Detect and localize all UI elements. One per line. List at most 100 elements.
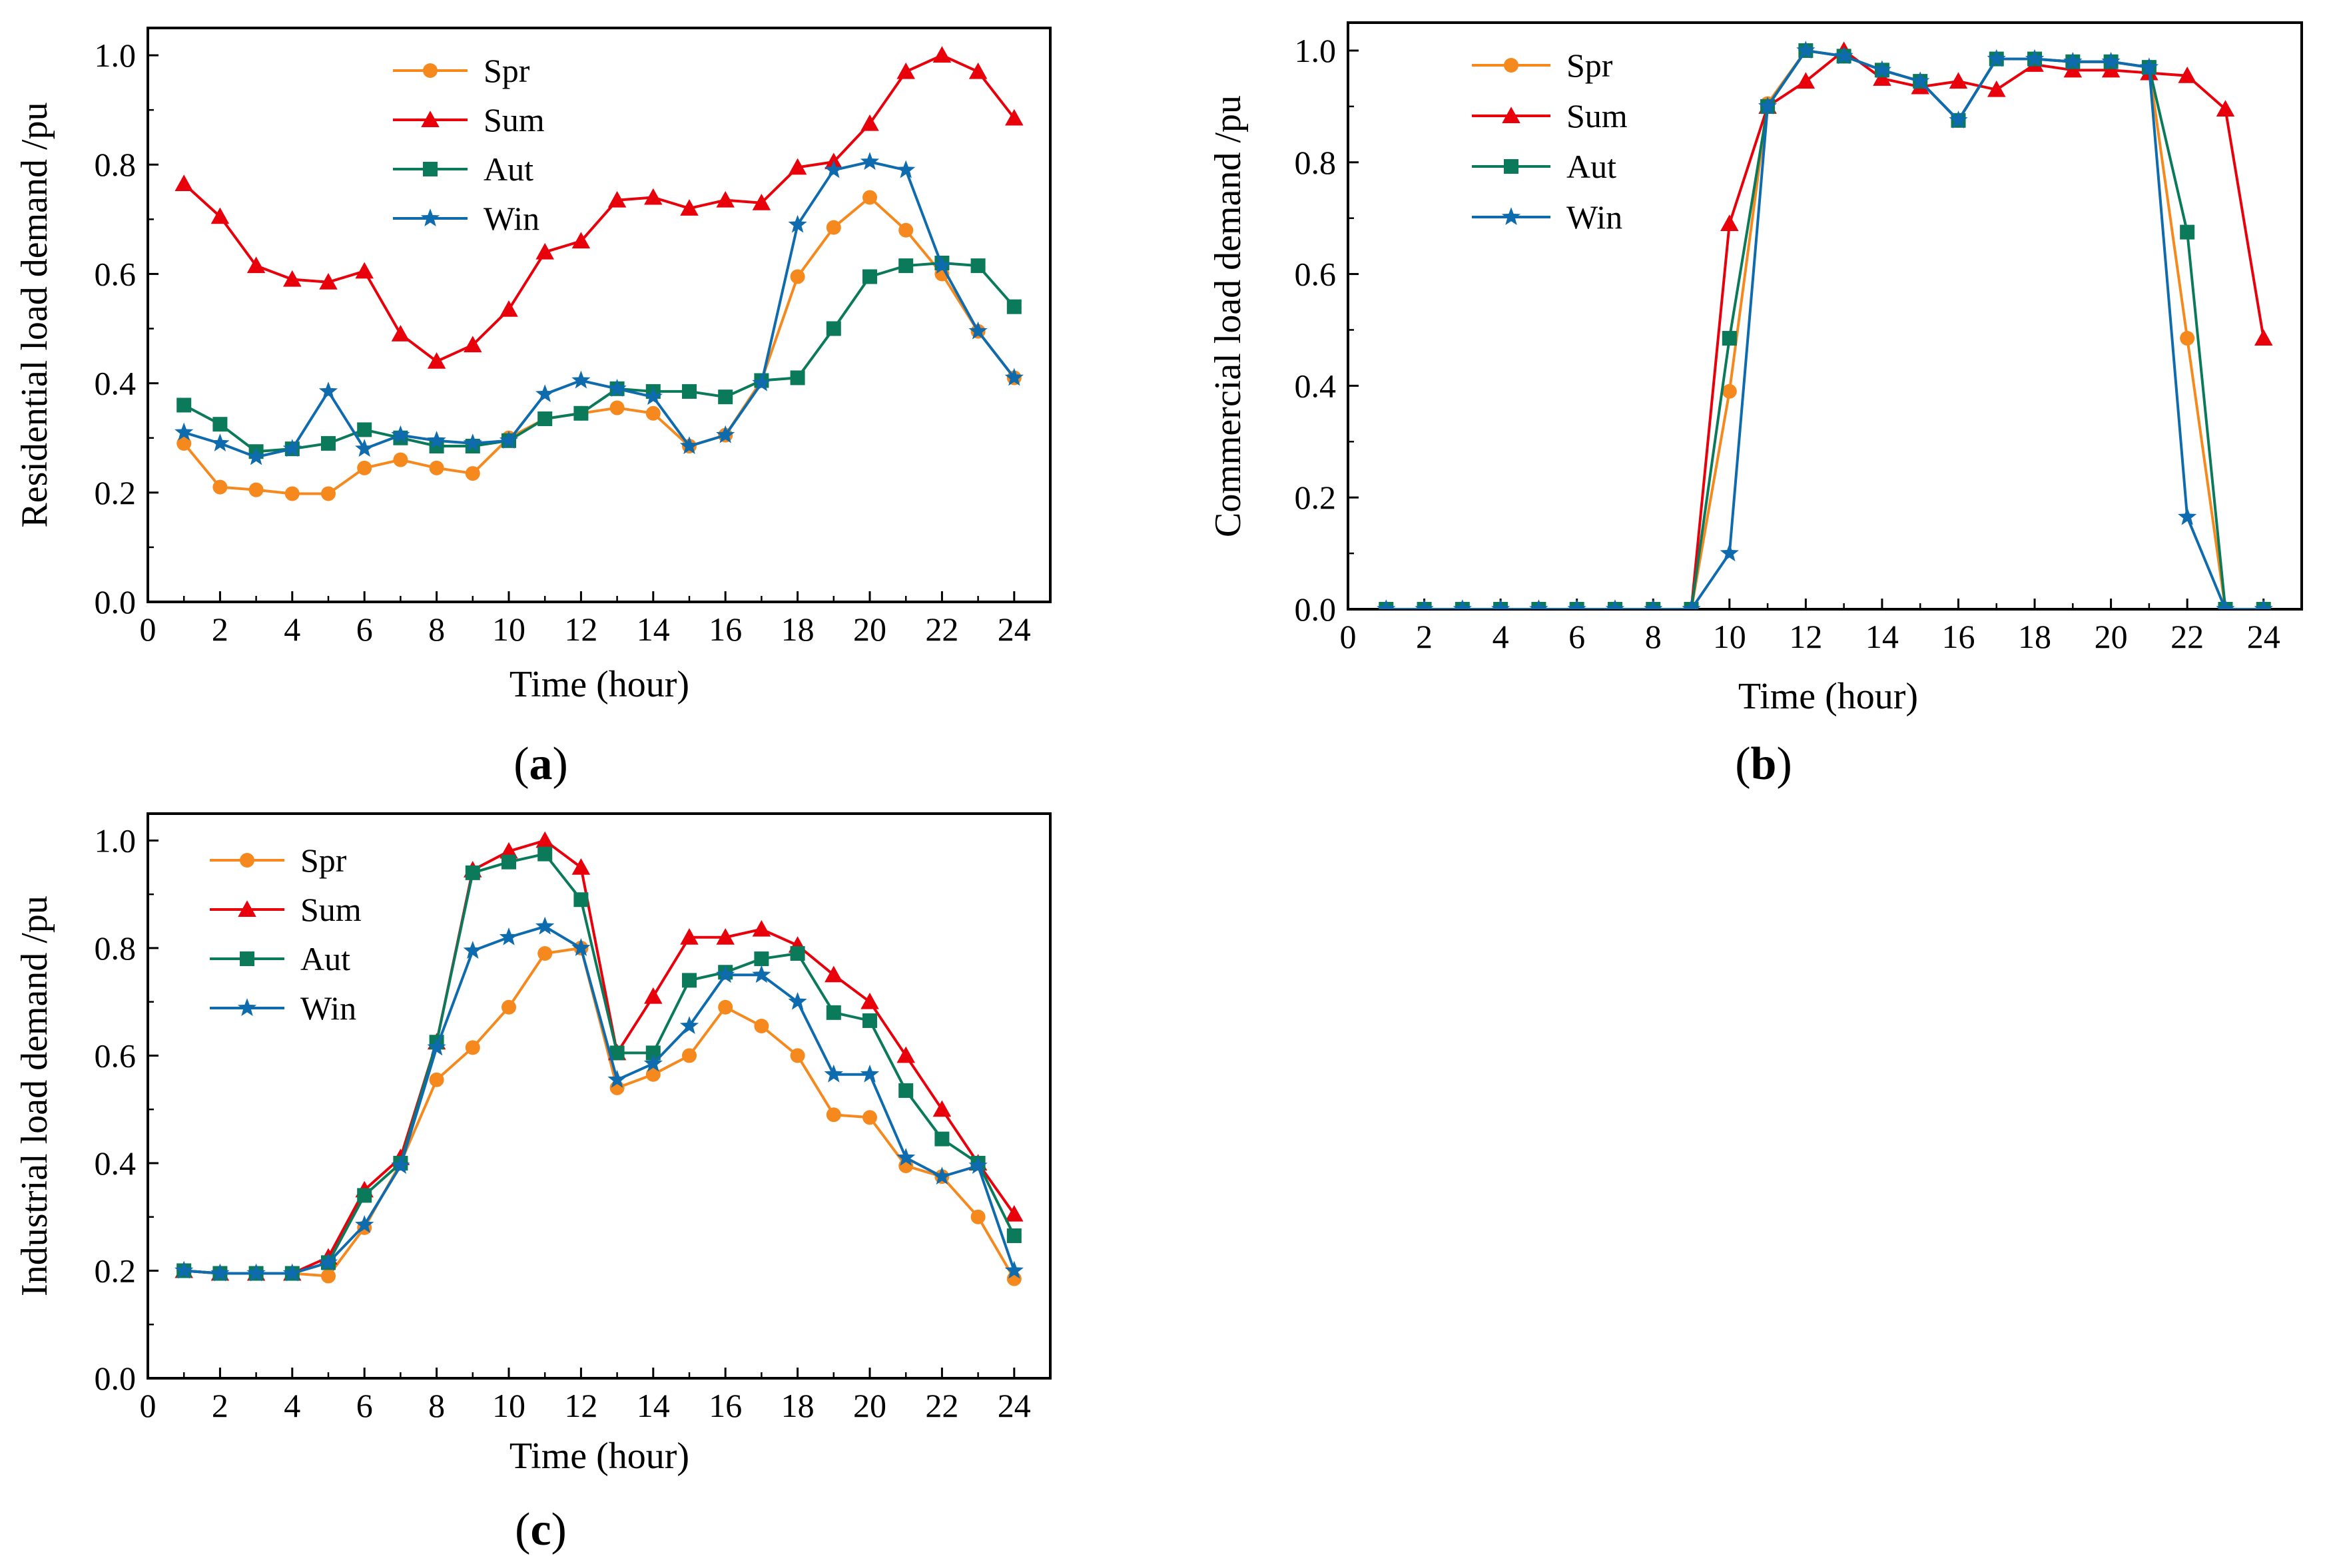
data-point-win bbox=[968, 321, 988, 340]
x-tick-label: 8 bbox=[1645, 618, 1662, 655]
data-point-win bbox=[427, 1037, 446, 1056]
data-point-win bbox=[391, 1156, 410, 1175]
data-point-sum bbox=[860, 992, 879, 1009]
data-point-win bbox=[1987, 49, 2006, 67]
data-point-win bbox=[1758, 97, 1778, 115]
data-point-win bbox=[246, 1263, 266, 1282]
legend-marker-sum bbox=[1502, 107, 1520, 123]
data-point-sum bbox=[1987, 80, 2006, 97]
data-point-spr bbox=[645, 405, 661, 421]
y-tick-label: 0.0 bbox=[95, 583, 137, 621]
data-point-aut bbox=[790, 945, 805, 961]
data-point-win bbox=[318, 382, 338, 399]
data-point-spr bbox=[393, 452, 408, 467]
x-tick-label: 0 bbox=[140, 611, 157, 648]
data-point-sum bbox=[499, 842, 518, 859]
data-point-spr bbox=[862, 190, 877, 205]
data-point-win bbox=[1004, 368, 1024, 386]
data-point-spr bbox=[718, 999, 733, 1015]
x-tick-label: 22 bbox=[925, 1387, 958, 1424]
x-tick-label: 2 bbox=[1416, 618, 1433, 655]
data-point-sum bbox=[2254, 329, 2273, 346]
y-tick-label: 0.4 bbox=[95, 365, 137, 402]
data-point-sum bbox=[2101, 61, 2121, 78]
data-point-sum bbox=[2063, 61, 2083, 78]
x-tick-label: 12 bbox=[1789, 618, 1822, 655]
data-point-win bbox=[716, 425, 735, 443]
data-point-win bbox=[2101, 51, 2121, 70]
data-point-aut bbox=[1006, 1228, 1022, 1243]
data-point-win bbox=[932, 1167, 952, 1185]
data-point-sum bbox=[1005, 1204, 1024, 1222]
data-point-sum bbox=[535, 831, 554, 848]
data-point-sum bbox=[716, 190, 735, 208]
data-point-win bbox=[246, 447, 266, 465]
data-point-win bbox=[1605, 599, 1625, 609]
x-tick-label: 22 bbox=[925, 611, 958, 648]
x-tick-label: 2 bbox=[212, 1387, 228, 1424]
legend-marker-sum bbox=[421, 111, 440, 127]
data-point-win bbox=[1453, 599, 1472, 609]
x-axis-title: Time (hour) bbox=[1738, 676, 1918, 717]
data-point-spr bbox=[248, 482, 264, 497]
data-point-spr bbox=[429, 1072, 444, 1087]
data-point-sum bbox=[1005, 109, 1024, 126]
data-point-sum bbox=[246, 256, 266, 274]
data-point-aut bbox=[718, 390, 733, 405]
legend-label-win: Win bbox=[300, 989, 356, 1027]
x-tick-label: 0 bbox=[140, 1387, 157, 1424]
data-point-aut bbox=[682, 384, 697, 399]
data-point-aut bbox=[862, 1013, 877, 1028]
data-point-sum bbox=[716, 928, 735, 945]
panel-label-close: ) bbox=[551, 1504, 567, 1555]
data-point-sum bbox=[1949, 72, 1968, 89]
x-tick-label: 10 bbox=[492, 611, 525, 648]
y-tick-label: 0.6 bbox=[1295, 256, 1337, 293]
data-point-sum bbox=[319, 272, 338, 290]
legend-marker-spr bbox=[1504, 58, 1518, 73]
data-point-win bbox=[571, 938, 591, 956]
data-point-sum bbox=[355, 262, 374, 279]
data-point-win bbox=[1949, 110, 1968, 129]
panel-label-close: ) bbox=[1776, 738, 1792, 790]
y-axis-title: Industrial load demand /pu bbox=[14, 896, 55, 1296]
data-point-win bbox=[1911, 71, 1930, 90]
data-point-spr bbox=[284, 486, 300, 501]
data-point-spr bbox=[212, 479, 228, 495]
y-tick-label: 0.6 bbox=[95, 255, 137, 292]
data-point-win bbox=[463, 433, 482, 451]
data-point-win bbox=[535, 916, 555, 935]
data-point-win bbox=[2063, 51, 2083, 70]
data-point-sum bbox=[896, 1046, 915, 1063]
x-tick-label: 24 bbox=[998, 1387, 1031, 1424]
data-point-aut bbox=[573, 405, 589, 421]
legend-label-spr: Spr bbox=[1566, 47, 1613, 84]
data-point-win bbox=[1415, 599, 1434, 609]
data-point-win bbox=[463, 941, 482, 959]
data-point-win bbox=[896, 1148, 916, 1166]
data-point-win bbox=[1796, 41, 1816, 59]
data-point-sum bbox=[860, 114, 879, 131]
plot-area bbox=[174, 46, 1024, 501]
y-tick-label: 1.0 bbox=[95, 37, 137, 74]
x-tick-label: 10 bbox=[492, 1387, 525, 1424]
data-point-aut bbox=[826, 1005, 841, 1020]
legend-marker-win bbox=[1501, 207, 1521, 226]
plot-frame bbox=[147, 27, 1052, 603]
x-tick-label: 16 bbox=[709, 1387, 742, 1424]
data-point-sum bbox=[2216, 100, 2235, 117]
data-point-sum bbox=[968, 62, 988, 79]
data-point-sum bbox=[1796, 72, 1816, 89]
x-tick-label: 12 bbox=[564, 611, 597, 648]
data-point-aut bbox=[682, 973, 697, 988]
panel-label-letter: c bbox=[530, 1504, 551, 1555]
plot-frame bbox=[147, 812, 1052, 1380]
data-point-sum bbox=[932, 46, 952, 63]
data-point-sum bbox=[680, 928, 699, 945]
data-point-spr bbox=[862, 1110, 877, 1125]
legend-marker-win bbox=[420, 208, 440, 227]
data-point-spr bbox=[465, 1040, 480, 1055]
data-point-win bbox=[643, 387, 663, 405]
data-point-win bbox=[210, 433, 230, 451]
data-point-sum bbox=[752, 919, 771, 937]
